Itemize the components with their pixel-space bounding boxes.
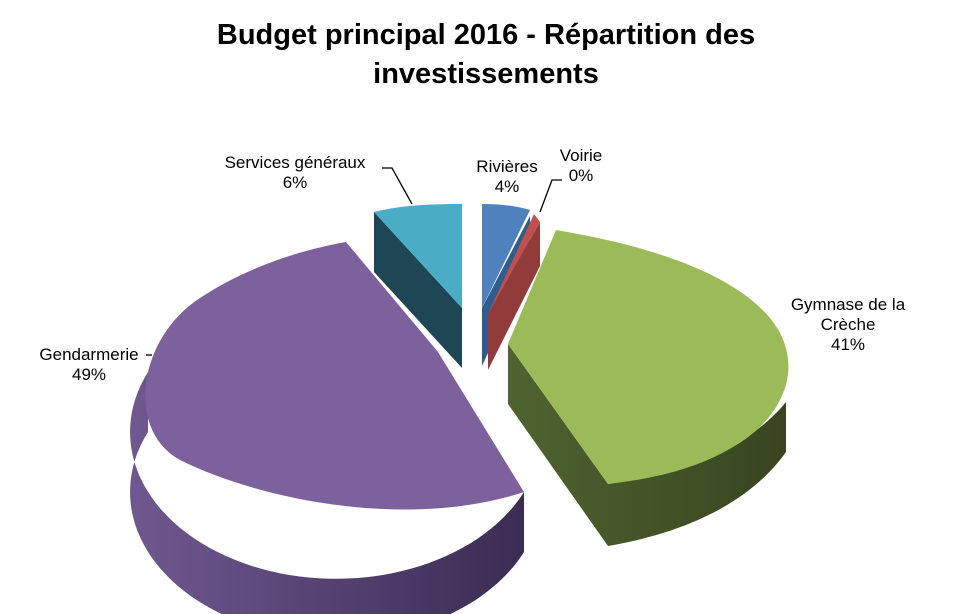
label-gymnase-value: 41%	[830, 335, 866, 354]
slice-gymnase	[508, 230, 789, 546]
slice-gendarmerie-side	[130, 372, 524, 614]
label-services-name: Services généraux	[224, 153, 366, 172]
slice-voirie-top	[488, 214, 540, 314]
slice-rivieres-top	[482, 204, 530, 308]
data-label-gymnase: Gymnase de la Crèche 41%	[768, 295, 928, 355]
data-label-voirie: Voirie 0%	[548, 146, 614, 186]
slice-voirie-side	[488, 222, 540, 370]
data-label-gendarmerie: Gendarmerie 49%	[14, 345, 164, 385]
label-gymnase-name-line1: Gymnase de la	[790, 295, 906, 314]
label-gendarmerie-name: Gendarmerie	[39, 345, 139, 364]
data-label-services-generaux: Services généraux 6%	[206, 153, 384, 193]
label-rivieres-value: 4%	[494, 177, 520, 196]
label-gendarmerie-value: 49%	[71, 365, 107, 384]
slice-services-generaux-side	[374, 212, 462, 368]
label-rivieres-name: Rivières	[476, 157, 538, 176]
slice-voirie	[488, 214, 540, 370]
label-voirie-value: 0%	[568, 166, 594, 185]
slice-gymnase-top	[508, 230, 789, 484]
leader-line-services	[382, 167, 413, 205]
slice-services-generaux	[374, 204, 462, 368]
label-services-value: 6%	[282, 173, 308, 192]
slice-services-generaux-top	[374, 204, 462, 308]
leader-line-voirie	[539, 179, 562, 213]
slice-gymnase-side	[508, 344, 786, 546]
slice-gendarmerie	[130, 242, 524, 614]
slice-gendarmerie-top	[145, 242, 524, 510]
data-label-rivieres: Rivières 4%	[464, 157, 550, 197]
label-gymnase-name-line2: Crèche	[820, 315, 876, 334]
chart-title: Budget principal 2016 - Répartition des …	[216, 19, 756, 90]
label-voirie-name: Voirie	[559, 146, 603, 165]
